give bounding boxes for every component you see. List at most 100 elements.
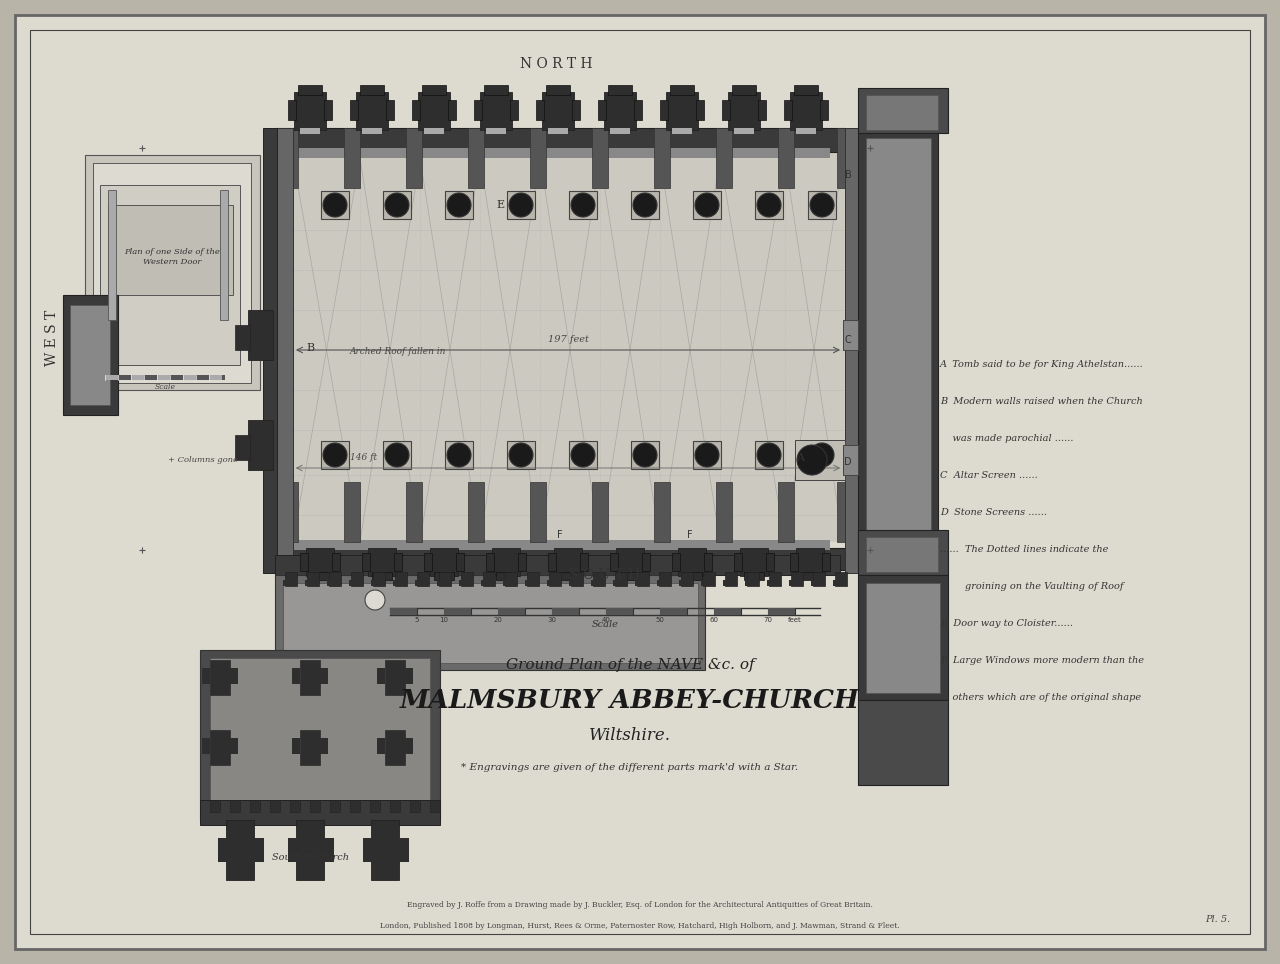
- Bar: [631, 191, 659, 219]
- Bar: [93, 163, 251, 383]
- Bar: [506, 572, 517, 586]
- Bar: [344, 128, 360, 188]
- Bar: [744, 572, 764, 580]
- Bar: [716, 128, 732, 188]
- Bar: [430, 800, 440, 812]
- Bar: [406, 128, 422, 188]
- Bar: [360, 85, 384, 95]
- Bar: [275, 575, 705, 670]
- Bar: [637, 572, 649, 586]
- Text: W E S T: W E S T: [45, 309, 59, 366]
- Bar: [448, 100, 456, 120]
- Bar: [835, 572, 847, 586]
- Bar: [778, 128, 794, 188]
- Circle shape: [571, 443, 595, 467]
- Bar: [351, 572, 364, 586]
- Bar: [783, 100, 792, 120]
- Bar: [275, 128, 845, 152]
- Text: Western Door: Western Door: [143, 258, 201, 266]
- Text: D: D: [845, 457, 851, 467]
- Bar: [800, 572, 820, 580]
- Bar: [796, 548, 824, 576]
- Text: + Columns gone: + Columns gone: [168, 456, 238, 464]
- Bar: [209, 375, 221, 380]
- Circle shape: [810, 443, 835, 467]
- Bar: [704, 553, 712, 571]
- Bar: [794, 85, 818, 95]
- Bar: [396, 572, 407, 586]
- Text: 20: 20: [494, 617, 503, 623]
- Bar: [385, 660, 404, 695]
- Circle shape: [385, 443, 410, 467]
- Bar: [456, 553, 465, 571]
- Text: 60: 60: [709, 617, 718, 623]
- Bar: [813, 572, 826, 586]
- Bar: [349, 100, 358, 120]
- Bar: [703, 572, 716, 586]
- Text: F  Large Windows more modern than the: F Large Windows more modern than the: [940, 656, 1144, 665]
- Bar: [210, 800, 220, 812]
- Circle shape: [150, 228, 195, 272]
- Bar: [481, 580, 489, 586]
- Bar: [790, 553, 797, 571]
- Bar: [740, 548, 768, 576]
- Bar: [63, 295, 118, 415]
- Bar: [230, 800, 241, 812]
- Bar: [788, 580, 797, 586]
- Bar: [415, 580, 422, 586]
- Bar: [795, 440, 845, 480]
- Text: Engraved by J. Roffe from a Drawing made by J. Buckler, Esq. of London for the A: Engraved by J. Roffe from a Drawing made…: [407, 901, 873, 909]
- Circle shape: [385, 193, 410, 217]
- Bar: [820, 100, 828, 120]
- Bar: [372, 572, 385, 586]
- Bar: [349, 580, 357, 586]
- Text: Scale: Scale: [155, 383, 175, 391]
- Text: Southern Porch: Southern Porch: [271, 853, 348, 863]
- Bar: [692, 441, 721, 469]
- Bar: [270, 800, 280, 812]
- Bar: [723, 580, 731, 586]
- Bar: [108, 205, 233, 295]
- Bar: [262, 128, 276, 573]
- Bar: [439, 572, 451, 586]
- Text: 50: 50: [655, 617, 664, 623]
- Circle shape: [323, 193, 347, 217]
- Text: D  Stone Screens ......: D Stone Screens ......: [940, 508, 1047, 517]
- Bar: [385, 730, 404, 765]
- Circle shape: [756, 193, 781, 217]
- Bar: [547, 85, 570, 95]
- Bar: [755, 441, 783, 469]
- Circle shape: [634, 193, 657, 217]
- Bar: [200, 650, 440, 820]
- Bar: [108, 190, 116, 320]
- Bar: [678, 580, 687, 586]
- Bar: [808, 441, 836, 469]
- Bar: [733, 553, 742, 571]
- Bar: [608, 85, 632, 95]
- Circle shape: [509, 193, 532, 217]
- Text: F: F: [687, 530, 692, 540]
- Bar: [200, 800, 440, 825]
- Bar: [285, 572, 297, 586]
- Bar: [283, 583, 698, 663]
- Bar: [371, 820, 399, 880]
- Text: E  Door way to Cloister......: E Door way to Cloister......: [940, 619, 1073, 628]
- Bar: [288, 838, 298, 862]
- Text: B  Modern walls raised when the Church: B Modern walls raised when the Church: [940, 397, 1143, 406]
- Bar: [461, 572, 474, 586]
- Text: A: A: [796, 453, 804, 463]
- Bar: [483, 572, 495, 586]
- Bar: [236, 325, 250, 350]
- Text: others which are of the original shape: others which are of the original shape: [940, 693, 1142, 702]
- Bar: [468, 128, 484, 188]
- Bar: [837, 482, 852, 542]
- Circle shape: [634, 443, 657, 467]
- Bar: [682, 572, 701, 580]
- Bar: [833, 580, 841, 586]
- Bar: [525, 580, 532, 586]
- Bar: [310, 572, 330, 580]
- Bar: [383, 441, 411, 469]
- Circle shape: [695, 193, 719, 217]
- Bar: [306, 548, 334, 576]
- Bar: [660, 608, 687, 615]
